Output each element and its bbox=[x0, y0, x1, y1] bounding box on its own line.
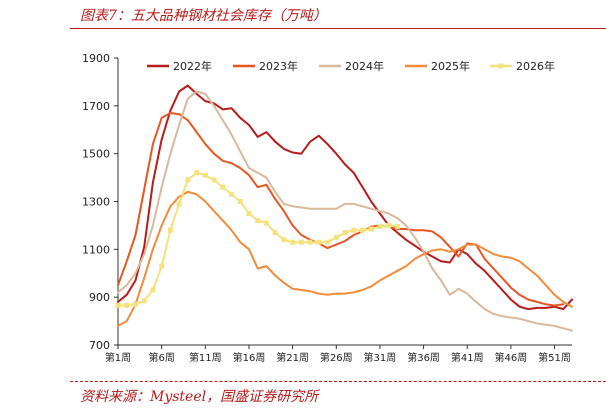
figure-title: 图表7：五大品种钢材社会库存（万吨） bbox=[80, 8, 327, 24]
y-tick-label: 900 bbox=[89, 291, 110, 304]
series-marker bbox=[316, 239, 322, 245]
series-marker bbox=[281, 237, 287, 243]
series-marker bbox=[194, 170, 200, 176]
series-marker bbox=[290, 239, 296, 245]
series-marker bbox=[394, 224, 400, 230]
series-marker bbox=[246, 210, 252, 216]
series-marker bbox=[159, 263, 165, 269]
legend-label: 2025年 bbox=[431, 59, 470, 73]
series-marker bbox=[220, 184, 226, 190]
series-line-4 bbox=[117, 190, 573, 327]
source-divider bbox=[70, 381, 606, 382]
y-tick-label: 1100 bbox=[82, 243, 110, 256]
series-marker bbox=[298, 239, 304, 245]
figure-source: 资料来源：Mysteel，国盛证券研究所 bbox=[80, 389, 319, 405]
series-marker bbox=[263, 220, 269, 226]
series-marker bbox=[359, 227, 365, 233]
series-marker bbox=[255, 218, 261, 224]
series-line-3 bbox=[117, 90, 573, 332]
y-tick-label: 1700 bbox=[82, 100, 110, 113]
series-marker bbox=[333, 234, 339, 240]
legend-label: 2023年 bbox=[259, 59, 298, 73]
series-marker bbox=[325, 239, 331, 245]
series-marker bbox=[351, 227, 357, 233]
series-marker bbox=[386, 222, 392, 228]
series-line-2 bbox=[117, 112, 565, 307]
series-marker bbox=[237, 199, 243, 204]
x-tick-label: 第46周 bbox=[495, 351, 528, 364]
series-marker bbox=[176, 201, 182, 207]
x-tick-label: 第36周 bbox=[407, 351, 440, 364]
series-line-1 bbox=[117, 84, 573, 311]
x-tick-label: 第41周 bbox=[451, 351, 484, 364]
line-chart: 700 900 1100 1300 1500 1700 1900 第1周 第6周 第11周 第16周… bbox=[82, 52, 573, 364]
title-divider bbox=[70, 28, 606, 29]
x-tick-label: 第1周 bbox=[105, 351, 131, 364]
series-marker bbox=[141, 298, 147, 304]
series-marker bbox=[185, 177, 191, 183]
x-tick-label: 第26周 bbox=[320, 351, 353, 364]
x-tick-label: 第6周 bbox=[148, 351, 174, 364]
series-marker bbox=[377, 224, 383, 230]
series-marker bbox=[368, 226, 374, 232]
series-marker bbox=[150, 287, 156, 293]
x-tick-label: 第16周 bbox=[233, 351, 266, 364]
legend-marker bbox=[498, 63, 504, 69]
series-marker bbox=[167, 227, 173, 233]
series-marker bbox=[211, 177, 217, 183]
series-marker bbox=[342, 230, 348, 236]
y-tick-label: 1300 bbox=[82, 196, 110, 209]
series-marker bbox=[229, 191, 234, 197]
axes: 700 900 1100 1300 1500 1700 1900 第1周 第6周 第11周 第16周… bbox=[82, 52, 572, 364]
series-marker bbox=[307, 239, 313, 245]
x-tick-label: 第21周 bbox=[276, 351, 309, 364]
legend-label: 2026年 bbox=[516, 59, 555, 73]
legend-label: 2024年 bbox=[345, 59, 384, 73]
legend: 2022年 2023年 2024年 2025年 2026年 bbox=[147, 59, 555, 73]
x-tick-label: 第51周 bbox=[538, 351, 571, 364]
y-tick-label: 1500 bbox=[82, 148, 110, 161]
series-marker bbox=[272, 230, 278, 236]
series-marker bbox=[202, 172, 208, 178]
x-tick-label: 第11周 bbox=[189, 351, 222, 364]
legend-label: 2022年 bbox=[173, 59, 212, 73]
series-lines bbox=[115, 84, 573, 332]
series-marker bbox=[115, 303, 121, 309]
x-tick-label: 第31周 bbox=[364, 351, 397, 364]
y-tick-label: 1900 bbox=[82, 52, 110, 65]
y-tick-label: 700 bbox=[89, 339, 110, 352]
series-marker bbox=[124, 303, 130, 309]
series-marker bbox=[132, 301, 138, 307]
